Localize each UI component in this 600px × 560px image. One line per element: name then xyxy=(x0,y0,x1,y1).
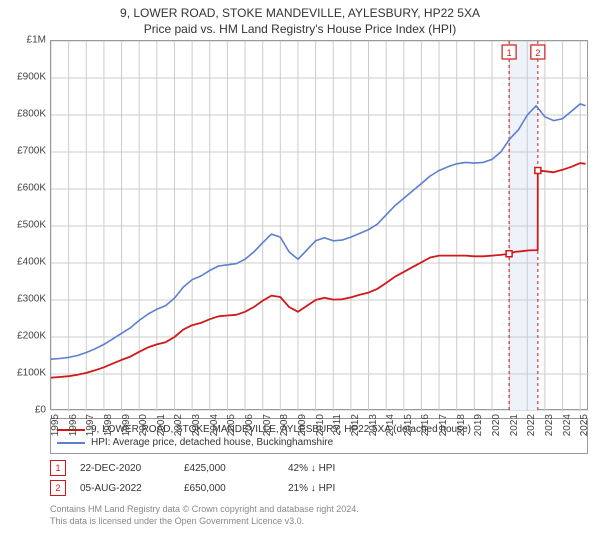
event-table: 1 22-DEC-2020 £425,000 42% ↓ HPI 2 05-AU… xyxy=(50,458,588,498)
y-tick-label: £100K xyxy=(0,368,46,379)
chart-svg: 12 xyxy=(51,41,589,411)
event-price: £425,000 xyxy=(184,463,274,474)
y-tick-label: £900K xyxy=(0,72,46,83)
event-price: £650,000 xyxy=(184,483,274,494)
price-chart: 12 xyxy=(50,40,588,410)
event-row: 1 22-DEC-2020 £425,000 42% ↓ HPI xyxy=(50,458,588,478)
footer-line: Contains HM Land Registry data © Crown c… xyxy=(50,504,588,516)
y-tick-label: £0 xyxy=(0,405,46,416)
y-tick-label: £500K xyxy=(0,220,46,231)
event-delta: 21% ↓ HPI xyxy=(288,483,378,494)
y-tick-label: £700K xyxy=(0,146,46,157)
svg-text:2: 2 xyxy=(535,48,540,58)
y-tick-label: £200K xyxy=(0,331,46,342)
y-tick-label: £300K xyxy=(0,294,46,305)
legend-label: HPI: Average price, detached house, Buck… xyxy=(91,437,333,448)
legend-swatch xyxy=(57,442,85,444)
x-tick-label: 2025 xyxy=(579,414,600,436)
event-marker-icon: 1 xyxy=(50,460,66,476)
y-tick-label: £1M xyxy=(0,35,46,46)
event-date: 05-AUG-2022 xyxy=(80,483,170,494)
legend-item-hpi: HPI: Average price, detached house, Buck… xyxy=(57,436,581,449)
chart-subtitle: Price paid vs. HM Land Registry's House … xyxy=(8,22,592,36)
chart-title-address: 9, LOWER ROAD, STOKE MANDEVILLE, AYLESBU… xyxy=(8,6,592,20)
footer: Contains HM Land Registry data © Crown c… xyxy=(50,504,588,527)
event-delta: 42% ↓ HPI xyxy=(288,463,378,474)
y-tick-label: £800K xyxy=(0,109,46,120)
event-row: 2 05-AUG-2022 £650,000 21% ↓ HPI xyxy=(50,478,588,498)
svg-text:1: 1 xyxy=(507,48,512,58)
y-tick-label: £600K xyxy=(0,183,46,194)
event-marker-icon: 2 xyxy=(50,480,66,496)
event-date: 22-DEC-2020 xyxy=(80,463,170,474)
y-tick-label: £400K xyxy=(0,257,46,268)
footer-line: This data is licensed under the Open Gov… xyxy=(50,516,588,528)
